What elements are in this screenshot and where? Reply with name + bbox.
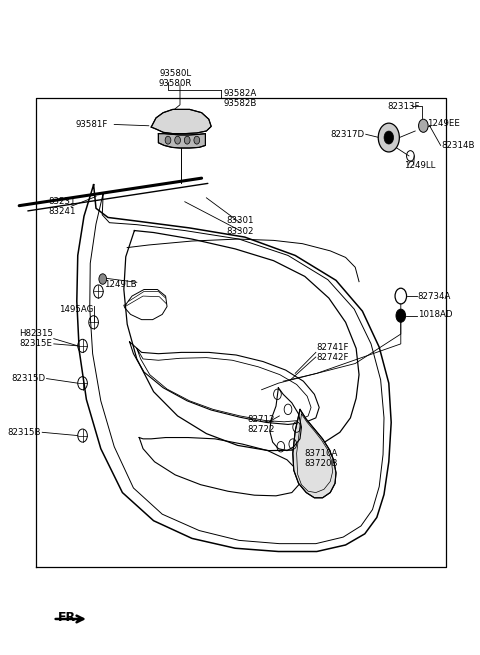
Text: 1495AG: 1495AG: [59, 305, 94, 314]
Text: 82741F
82742F: 82741F 82742F: [317, 343, 349, 362]
Text: 82315D: 82315D: [12, 374, 46, 383]
Text: 82317D: 82317D: [331, 130, 365, 139]
Polygon shape: [293, 409, 336, 498]
Circle shape: [194, 136, 200, 144]
Circle shape: [184, 136, 190, 144]
Circle shape: [378, 123, 399, 152]
Text: 83710A
83720B: 83710A 83720B: [304, 449, 337, 468]
Circle shape: [175, 136, 180, 144]
Text: 93580L
93580R: 93580L 93580R: [158, 69, 192, 88]
Circle shape: [99, 274, 107, 284]
Circle shape: [419, 119, 428, 132]
Circle shape: [396, 309, 406, 322]
Text: 82734A: 82734A: [418, 291, 451, 301]
Text: FR.: FR.: [58, 611, 81, 624]
Circle shape: [165, 136, 171, 144]
Text: H82315
82315E: H82315 82315E: [19, 329, 53, 348]
Text: 1018AD: 1018AD: [418, 310, 452, 319]
Polygon shape: [151, 109, 211, 134]
Circle shape: [384, 131, 394, 144]
Text: 83301
83302: 83301 83302: [226, 216, 254, 236]
Text: 82712
82722: 82712 82722: [248, 415, 276, 434]
Text: 93582A
93582B: 93582A 93582B: [223, 88, 257, 108]
Text: 1249LB: 1249LB: [104, 280, 137, 290]
Polygon shape: [158, 134, 205, 148]
Text: 83231
83241: 83231 83241: [48, 196, 76, 216]
Text: 82315B: 82315B: [7, 428, 41, 437]
Text: 82313F: 82313F: [387, 102, 420, 111]
Text: 93581F: 93581F: [76, 120, 108, 129]
Text: 1249LL: 1249LL: [404, 160, 436, 170]
Text: 1249EE: 1249EE: [427, 119, 460, 128]
Text: 82314B: 82314B: [442, 141, 475, 150]
